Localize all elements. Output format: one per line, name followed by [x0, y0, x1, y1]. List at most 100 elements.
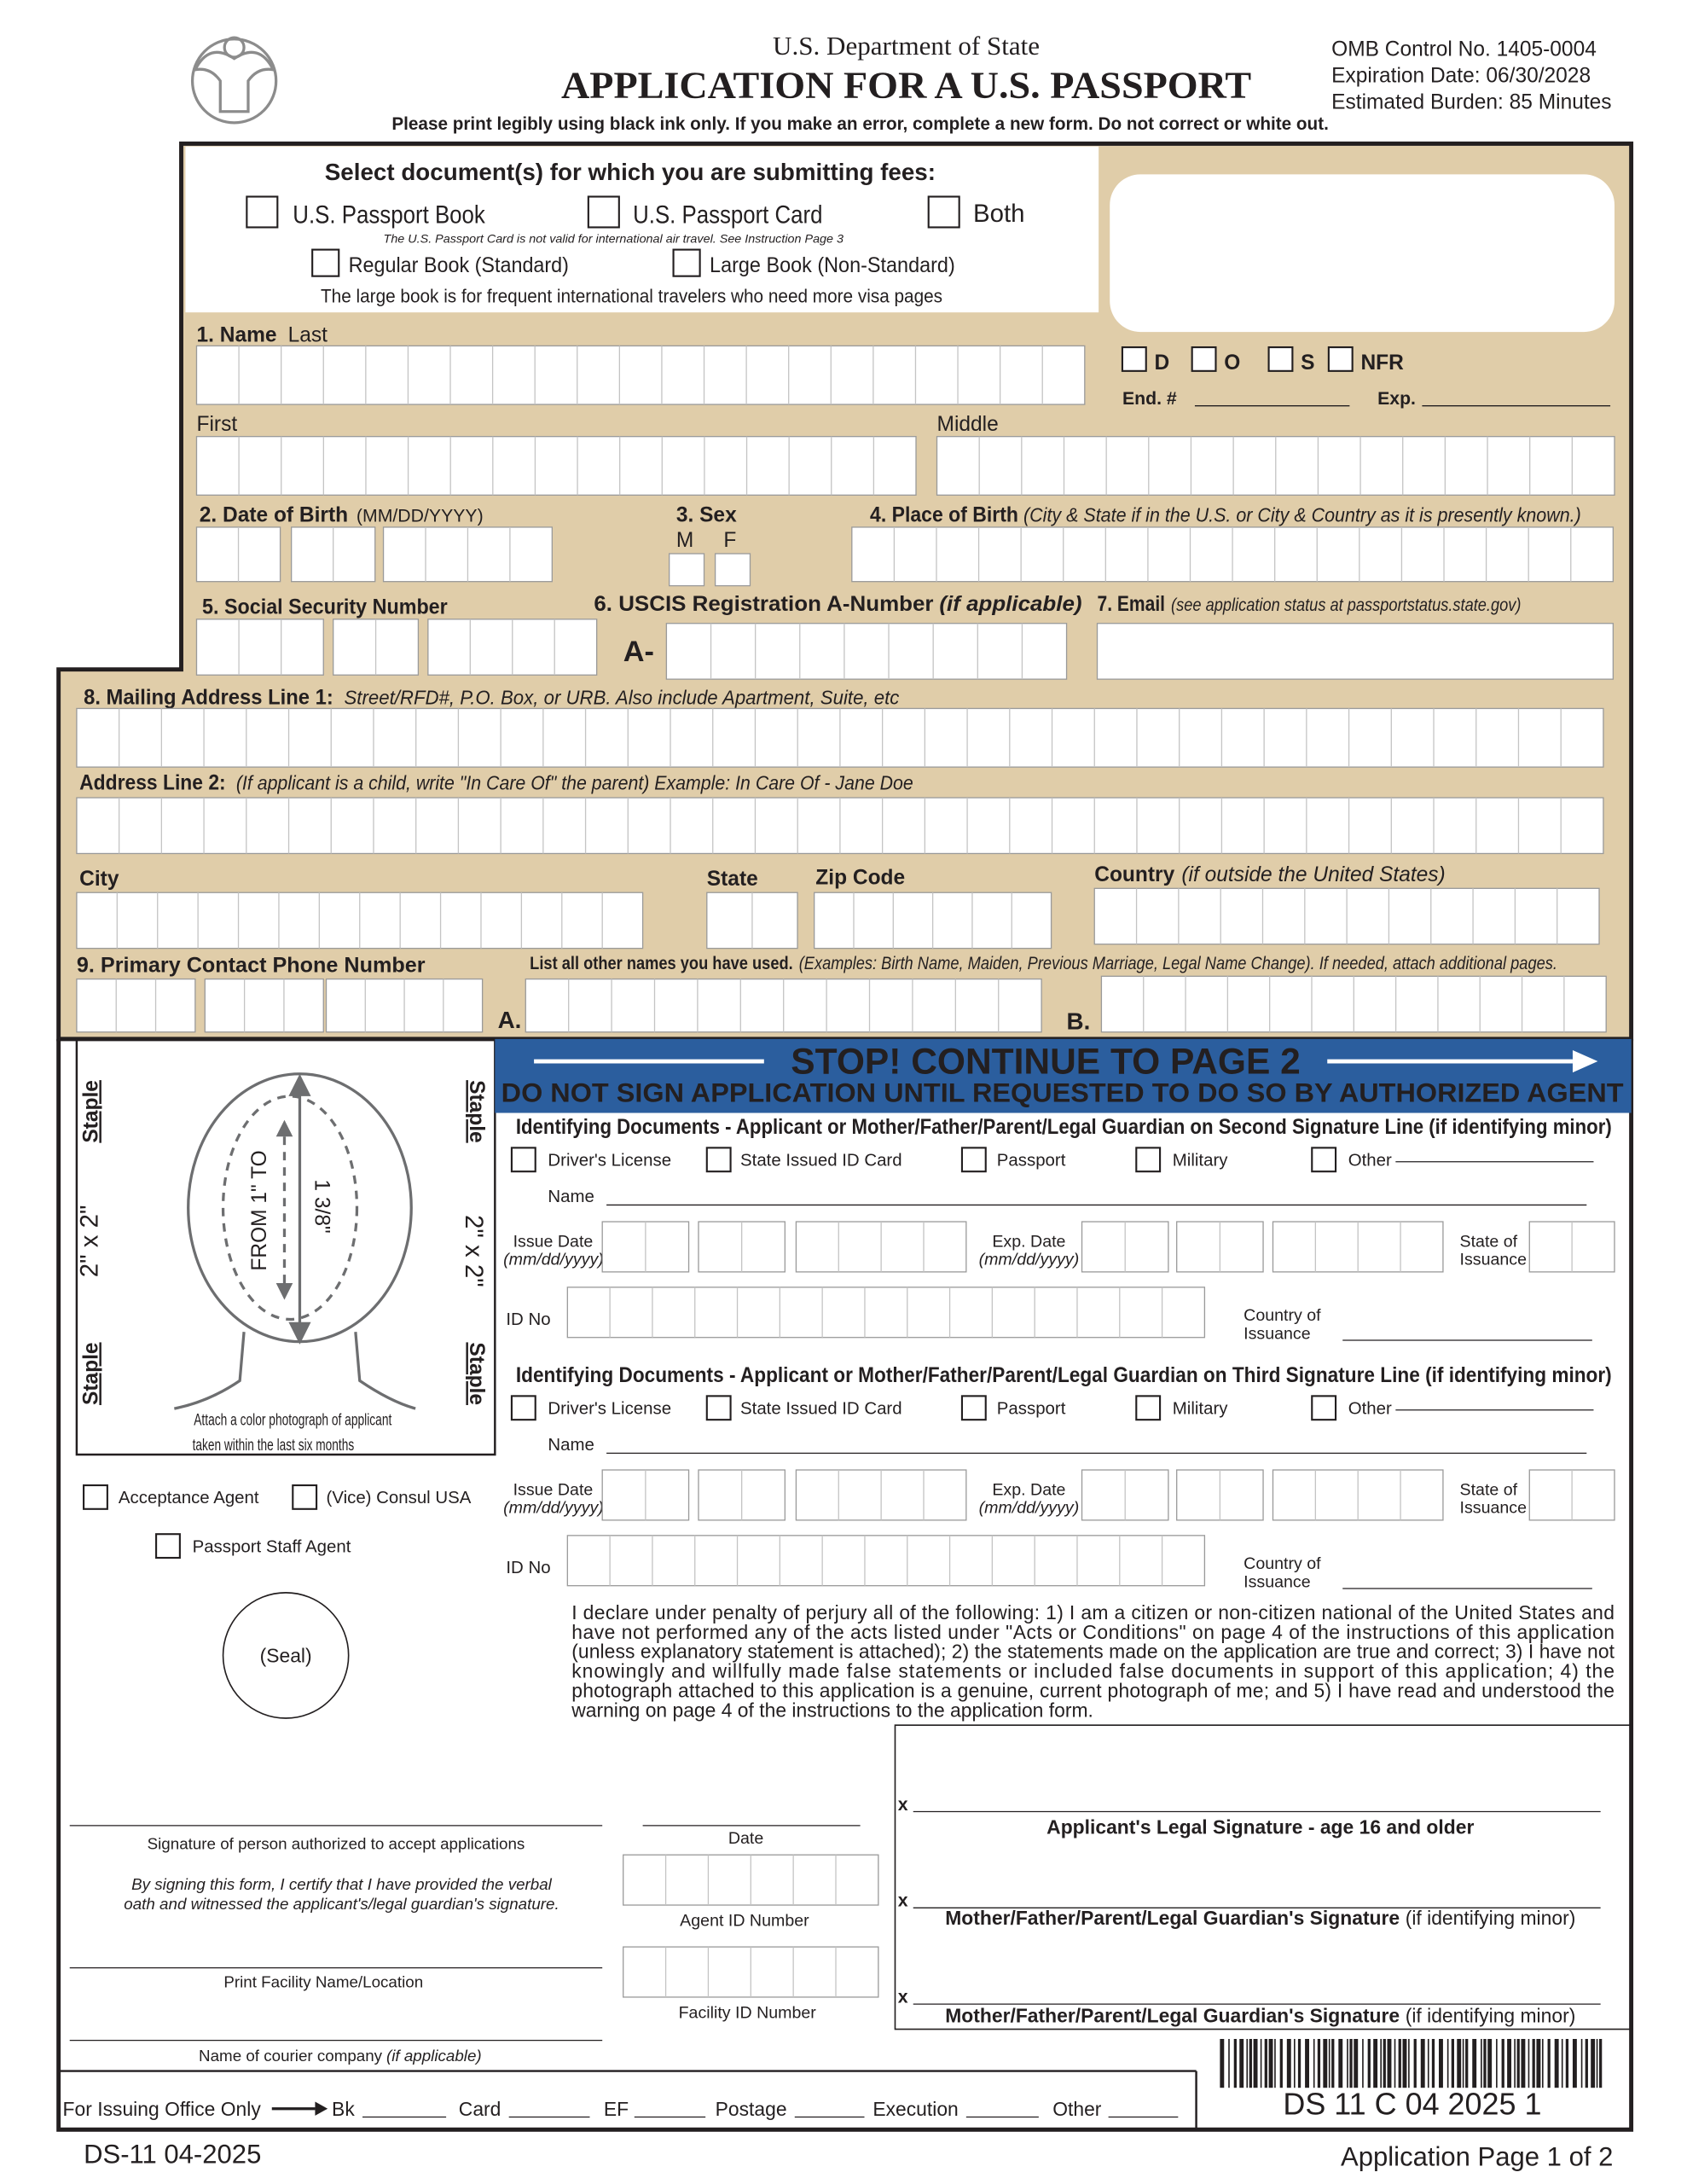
input-cells[interactable] — [814, 892, 1052, 950]
label-part: List all other names you have used. — [530, 953, 793, 973]
checkbox[interactable] — [246, 195, 279, 229]
input-cells[interactable] — [1081, 1221, 1169, 1273]
office-box — [1110, 174, 1615, 333]
input-cells[interactable] — [669, 553, 705, 587]
checkbox[interactable] — [510, 1147, 536, 1173]
label: Driver's License — [548, 1400, 671, 1419]
input-cells[interactable] — [76, 797, 1604, 855]
checkbox[interactable] — [83, 1484, 108, 1510]
input-cells[interactable] — [665, 623, 1068, 680]
input-cells[interactable] — [1100, 975, 1607, 1033]
input-cells[interactable] — [601, 1469, 690, 1521]
input-cells[interactable] — [195, 345, 1086, 405]
input-cells[interactable] — [291, 526, 376, 583]
input-cells[interactable] — [1096, 623, 1615, 680]
label: Attach a color photograph of applicant — [194, 1411, 392, 1430]
input-cells[interactable] — [623, 1854, 879, 1906]
input-cells[interactable] — [623, 1946, 879, 1998]
label: Identifying Documents - Applicant or Mot… — [516, 1364, 1612, 1387]
checkbox[interactable] — [1191, 346, 1217, 372]
checkbox[interactable] — [1311, 1147, 1337, 1173]
input-cells[interactable] — [325, 978, 484, 1033]
checkbox[interactable] — [155, 1533, 181, 1560]
input-cell-box — [195, 619, 324, 676]
checkbox[interactable] — [1311, 1395, 1337, 1421]
input-cells[interactable] — [382, 526, 553, 583]
checkbox[interactable] — [960, 1147, 987, 1173]
input-cells[interactable] — [1528, 1221, 1615, 1273]
checkbox[interactable] — [311, 248, 340, 277]
fee-area — [185, 146, 1099, 313]
input-cells[interactable] — [851, 526, 1615, 583]
label: FROM 1" TO — [248, 1150, 271, 1270]
input-cells[interactable] — [427, 619, 598, 676]
input-cells[interactable] — [566, 1535, 1206, 1587]
label-part: Address Line 2: — [79, 771, 225, 794]
checkbox[interactable] — [927, 195, 960, 229]
checkbox[interactable] — [1327, 346, 1354, 372]
input-cells[interactable] — [698, 1469, 786, 1521]
label: Agent ID Number — [680, 1912, 809, 1931]
input-cells[interactable] — [76, 707, 1604, 768]
label: Both — [973, 200, 1024, 228]
input-cells[interactable] — [936, 436, 1615, 496]
checkbox[interactable] — [672, 248, 701, 277]
label: Passport Staff Agent — [193, 1537, 351, 1556]
checkbox[interactable] — [1267, 346, 1294, 372]
input-cells[interactable] — [698, 1221, 786, 1273]
input-cells[interactable] — [195, 436, 917, 496]
checkbox[interactable] — [587, 195, 620, 229]
input-cells[interactable] — [1176, 1469, 1264, 1521]
checkbox[interactable] — [292, 1484, 318, 1510]
checkbox[interactable] — [705, 1147, 732, 1173]
input-cells[interactable] — [195, 619, 324, 676]
label: DS 11 C 04 2025 1 — [1283, 2086, 1541, 2121]
input-cells[interactable] — [1272, 1469, 1444, 1521]
input-cells[interactable] — [795, 1469, 967, 1521]
label: Name — [548, 1436, 594, 1455]
checkbox[interactable] — [1121, 346, 1147, 372]
input-cells[interactable] — [1176, 1221, 1264, 1273]
input-cells[interactable] — [1272, 1221, 1444, 1273]
barcode-bar — [1349, 2038, 1353, 2088]
input-cells[interactable] — [795, 1221, 967, 1273]
label-part: (if applicable) — [939, 593, 1081, 616]
label: Military — [1173, 1400, 1228, 1419]
input-cells[interactable] — [195, 526, 281, 583]
barcode-bar — [1472, 2038, 1477, 2088]
input-cells[interactable] — [525, 978, 1042, 1033]
checkbox[interactable] — [1135, 1147, 1162, 1173]
input-cells[interactable] — [1081, 1469, 1169, 1521]
input-cells[interactable] — [204, 978, 324, 1033]
input-cells[interactable] — [714, 553, 751, 587]
checkbox[interactable] — [705, 1395, 732, 1421]
label: M — [676, 529, 693, 552]
barcode-bar — [1228, 2038, 1230, 2088]
checkbox[interactable] — [1135, 1395, 1162, 1421]
label: Print Facility Name/Location — [223, 1973, 423, 1991]
label: x — [898, 1891, 908, 1911]
label: Execution — [872, 2098, 958, 2120]
checkbox[interactable] — [510, 1395, 536, 1421]
label: Issue Date — [513, 1480, 594, 1499]
label: Other — [1348, 1152, 1392, 1170]
input-cells[interactable] — [1093, 887, 1600, 945]
label: Exp. — [1377, 388, 1416, 409]
input-cells[interactable] — [76, 978, 196, 1033]
label: The U.S. Passport Card is not valid for … — [384, 231, 844, 245]
input-cells[interactable] — [333, 619, 420, 676]
barcode-bar — [1585, 2038, 1588, 2088]
label: Zip Code — [815, 866, 905, 889]
label: A- — [623, 636, 654, 668]
label-part: 4. Place of Birth — [870, 503, 1018, 526]
label: 7. Email(see application status at passp… — [1098, 593, 1522, 616]
label: Expiration Date: 06/30/2028 — [1331, 64, 1591, 87]
label: 1 3/8" — [310, 1179, 333, 1233]
input-cells[interactable] — [601, 1221, 690, 1273]
input-cells[interactable] — [566, 1287, 1206, 1339]
checkbox[interactable] — [960, 1395, 987, 1421]
input-cells[interactable] — [76, 892, 644, 950]
input-cell-box — [566, 1535, 1206, 1587]
input-cells[interactable] — [706, 892, 798, 950]
input-cells[interactable] — [1528, 1469, 1615, 1521]
